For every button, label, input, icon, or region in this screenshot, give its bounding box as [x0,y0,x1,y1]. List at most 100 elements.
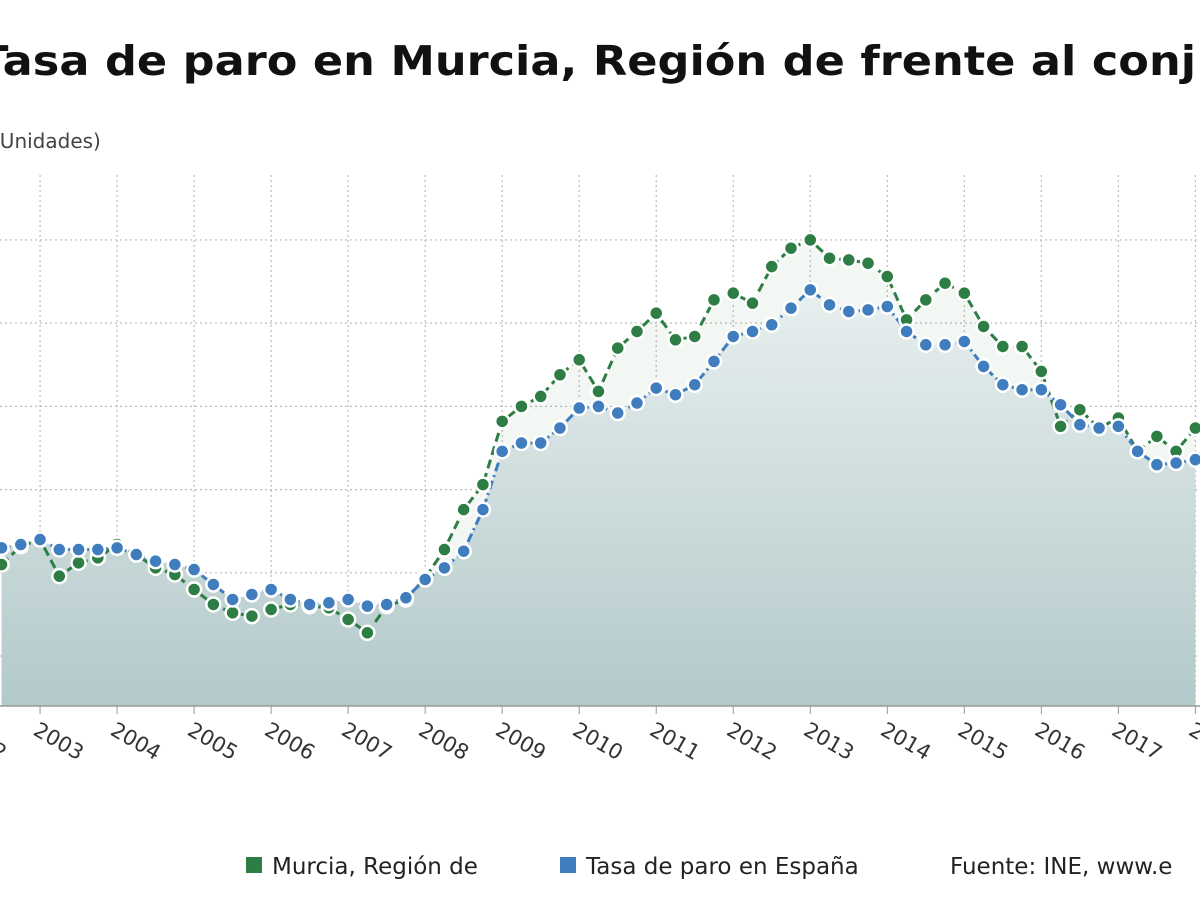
point [282,591,299,608]
point [1033,363,1050,380]
point [1071,416,1089,433]
point [108,539,126,557]
point [51,541,68,558]
point [31,531,49,548]
point [397,589,415,607]
point [1110,418,1127,435]
legend-label: Tasa de paro en España [585,854,859,880]
point [243,607,261,625]
point [570,399,588,417]
point [339,611,357,628]
point [782,299,800,317]
point [1129,443,1146,460]
point [532,434,549,452]
point [166,556,184,573]
point [705,291,723,309]
point [1013,381,1031,398]
x-tick-label: 2008 [415,718,473,766]
x-tick-label: 2006 [261,718,319,766]
point [359,624,376,642]
point [859,254,877,272]
point [956,284,973,302]
x-tick-label: 2005 [184,718,242,766]
x-tick-label: 2013 [800,718,858,766]
point [147,552,164,570]
point [185,561,203,578]
point [205,596,222,613]
point [647,304,665,322]
x-tick-label: 2015 [954,718,1012,766]
x-tick-label: 2004 [107,718,165,766]
point [686,328,703,345]
point [1052,396,1069,413]
point [416,571,434,588]
point [243,586,261,603]
point [628,394,646,412]
point [493,443,511,460]
x-tick-label: 2007 [338,718,396,766]
point [802,231,819,249]
point [436,559,453,577]
point [879,298,896,315]
point [917,291,935,309]
point [185,581,203,598]
point [994,376,1012,393]
point [262,601,280,618]
point [70,554,87,572]
x-tick-label: 2003 [30,718,88,766]
point [821,249,838,267]
point [802,281,819,299]
point [1033,381,1050,398]
x-tick-label: 2016 [1031,718,1089,766]
point [551,366,569,383]
point [551,419,569,437]
point [744,294,761,312]
x-tick-label: 2018 [1185,718,1200,766]
point [51,567,68,585]
series-line [1,287,1196,608]
point [0,539,10,557]
point [474,501,492,518]
x-tick-label: 2011 [646,718,704,766]
point [493,413,511,430]
point [647,379,665,397]
point [262,581,280,598]
point [724,328,742,345]
point [705,353,723,370]
point [859,301,877,319]
point [840,251,858,269]
point [339,591,357,608]
point [975,358,992,375]
point [1148,428,1166,445]
point [205,576,222,593]
point [898,323,915,340]
point [378,596,395,613]
point [1090,419,1108,437]
x-tick-label: 2009 [492,718,550,766]
legend-label: Murcia, Región de [272,854,478,880]
point [609,339,626,357]
point [840,303,858,320]
point [1167,454,1185,472]
point [628,323,646,340]
chart-title: Tasa de paro en Murcia, Región de frente… [0,37,1196,85]
point [956,333,973,350]
point [879,268,896,285]
point [917,336,935,354]
point [0,556,10,573]
point [782,239,800,257]
point [724,284,742,302]
point [513,398,530,415]
x-tick-label: 2002 [0,718,11,766]
point [994,338,1012,355]
point [474,476,492,493]
point [455,501,472,518]
x-tick-label: 2012 [723,718,781,766]
point [89,541,107,558]
point [1187,419,1200,437]
point [455,542,472,560]
point [590,398,607,415]
point [936,274,954,292]
